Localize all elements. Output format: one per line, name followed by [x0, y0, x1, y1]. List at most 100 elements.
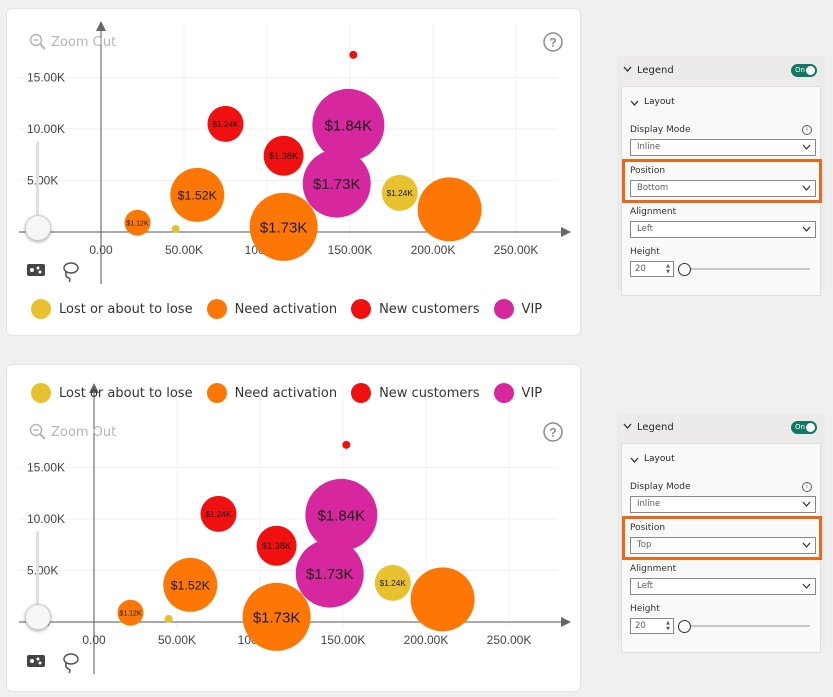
bubble-data-label: $1.84K [325, 117, 373, 134]
display-mode-value: Inline [637, 499, 661, 509]
alignment-label: Alignment [630, 207, 677, 217]
legend-swatch [493, 299, 514, 319]
display-mode-dropdown[interactable]: Inline [630, 496, 816, 513]
legend-item-need-activation[interactable]: Need activation [206, 383, 337, 403]
zoom-slider-track[interactable] [36, 531, 39, 627]
y-tick-label: 5.00K [27, 174, 58, 188]
legend-swatch [351, 299, 372, 319]
legend-label: Lost or about to lose [59, 385, 193, 401]
bubble-data-label: $1.24K [212, 119, 239, 129]
chart-legend-2: Lost or about to lose Need activation Ne… [31, 383, 556, 403]
legend-toggle[interactable]: On [791, 421, 817, 434]
position-dropdown[interactable]: Bottom [630, 180, 816, 197]
image-icon[interactable] [26, 262, 46, 282]
position-dropdown[interactable]: Top [630, 537, 816, 554]
info-icon[interactable]: i [802, 482, 812, 492]
legend-swatch [31, 299, 51, 319]
bubble-data-label: $1.52K [178, 188, 218, 202]
alignment-value: Left [637, 224, 653, 234]
x-tick-label: 0.00 [82, 633, 106, 647]
toggle-label: On [795, 423, 805, 431]
bubble-data-label: $1.38K [262, 541, 292, 551]
zoom-slider-handle[interactable] [25, 215, 51, 241]
chevron-down-icon[interactable] [630, 100, 639, 107]
bubble-data-label: $1.24K [380, 578, 407, 588]
layout-card: Layout Display Mode i Inline Position To… [621, 443, 822, 653]
position-value: Bottom [637, 183, 669, 193]
layout-title: Layout [644, 454, 675, 464]
zoom-out-button[interactable]: Zoom Out [29, 423, 116, 441]
height-spinner[interactable]: 20 ▲ ▼ [630, 261, 674, 277]
zoom-out-icon [29, 33, 46, 50]
x-tick-label: 250.00K [487, 633, 532, 647]
bubble-data-label: $1.24K [387, 188, 414, 198]
bubble-point [374, 564, 411, 601]
image-icon[interactable] [26, 653, 46, 673]
lasso-icon[interactable] [62, 261, 80, 287]
height-slider-handle[interactable] [678, 263, 691, 276]
height-slider-handle[interactable] [678, 620, 691, 633]
legend-swatch [206, 299, 227, 319]
height-label: Height [630, 247, 660, 257]
legend-label: VIP [521, 301, 543, 317]
legend-label: Need activation [234, 301, 338, 317]
bubble-point [207, 105, 244, 142]
bubble-data-label: $1.52K [171, 578, 211, 592]
chart-card-1: 0.0050.00K100.00K150.00K200.00K250.00K0.… [6, 8, 581, 336]
y-tick-label: 10.00K [27, 512, 65, 526]
y-axis-arrow [96, 21, 106, 31]
height-label: Height [630, 604, 660, 614]
legend-item-new-customers[interactable]: New customers [351, 383, 480, 403]
info-icon[interactable]: i [802, 125, 812, 135]
legend-item-lost[interactable]: Lost or about to lose [31, 383, 193, 403]
bubble-data-label: $1.24K [205, 509, 232, 519]
position-value: Top [637, 540, 652, 550]
chart-card-2: 0.0050.00K100.00K150.00K200.00K250.00K0.… [6, 364, 581, 692]
zoom-out-label: Zoom Out [51, 34, 117, 50]
bubble-point [263, 135, 304, 176]
bubble-chart-1[interactable]: 0.0050.00K100.00K150.00K200.00K250.00K0.… [7, 9, 580, 335]
zoom-slider-track[interactable] [36, 141, 39, 237]
legend-toggle[interactable]: On [791, 64, 817, 77]
help-icon[interactable]: ? [542, 31, 564, 57]
legend-swatch [351, 383, 372, 403]
x-tick-label: 250.00K [494, 243, 539, 257]
chevron-down-icon [802, 185, 811, 191]
legend-section-title: Legend [637, 421, 674, 433]
legend-section-header[interactable]: Legend On [617, 56, 825, 84]
zoom-out-button[interactable]: Zoom Out [29, 33, 116, 51]
bubble-point [170, 167, 225, 222]
legend-item-need-activation[interactable]: Need activation [206, 299, 338, 319]
format-pane-legend-2: Legend On Layout Display Mode i Inline P… [617, 413, 825, 653]
legend-label: New customers [379, 385, 480, 401]
height-slider-track[interactable] [684, 268, 810, 270]
bubble-point [305, 478, 378, 551]
bubble-point [381, 174, 418, 211]
position-label: Position [630, 166, 666, 176]
legend-section-header[interactable]: Legend On [617, 413, 825, 441]
chevron-down-icon[interactable] [630, 457, 639, 464]
toggle-label: On [795, 66, 805, 74]
spinner-arrows-icon[interactable]: ▲ ▼ [666, 620, 670, 632]
spinner-arrows-icon[interactable]: ▲ ▼ [666, 263, 670, 275]
help-icon[interactable]: ? [542, 421, 564, 447]
display-mode-dropdown[interactable]: Inline [630, 139, 816, 156]
zoom-slider-handle[interactable] [25, 604, 51, 630]
x-axis-arrow [561, 617, 571, 627]
legend-item-new-customers[interactable]: New customers [351, 299, 480, 319]
lasso-icon[interactable] [62, 652, 80, 678]
bubble-data-label: $1.73K [306, 566, 354, 583]
chevron-down-icon [623, 423, 632, 429]
bubble-chart-2[interactable]: 0.0050.00K100.00K150.00K200.00K250.00K0.… [7, 365, 580, 691]
height-value: 20 [635, 621, 646, 631]
legend-item-vip[interactable]: VIP [493, 299, 543, 319]
height-slider-track[interactable] [684, 625, 810, 627]
bubble-point [256, 525, 297, 566]
y-tick-label: 15.00K [27, 461, 65, 475]
alignment-dropdown[interactable]: Left [630, 578, 816, 595]
legend-item-lost[interactable]: Lost or about to lose [31, 299, 193, 319]
alignment-dropdown[interactable]: Left [630, 221, 816, 238]
bubble-point [410, 567, 475, 632]
legend-item-vip[interactable]: VIP [493, 383, 542, 403]
height-spinner[interactable]: 20 ▲ ▼ [630, 618, 674, 634]
